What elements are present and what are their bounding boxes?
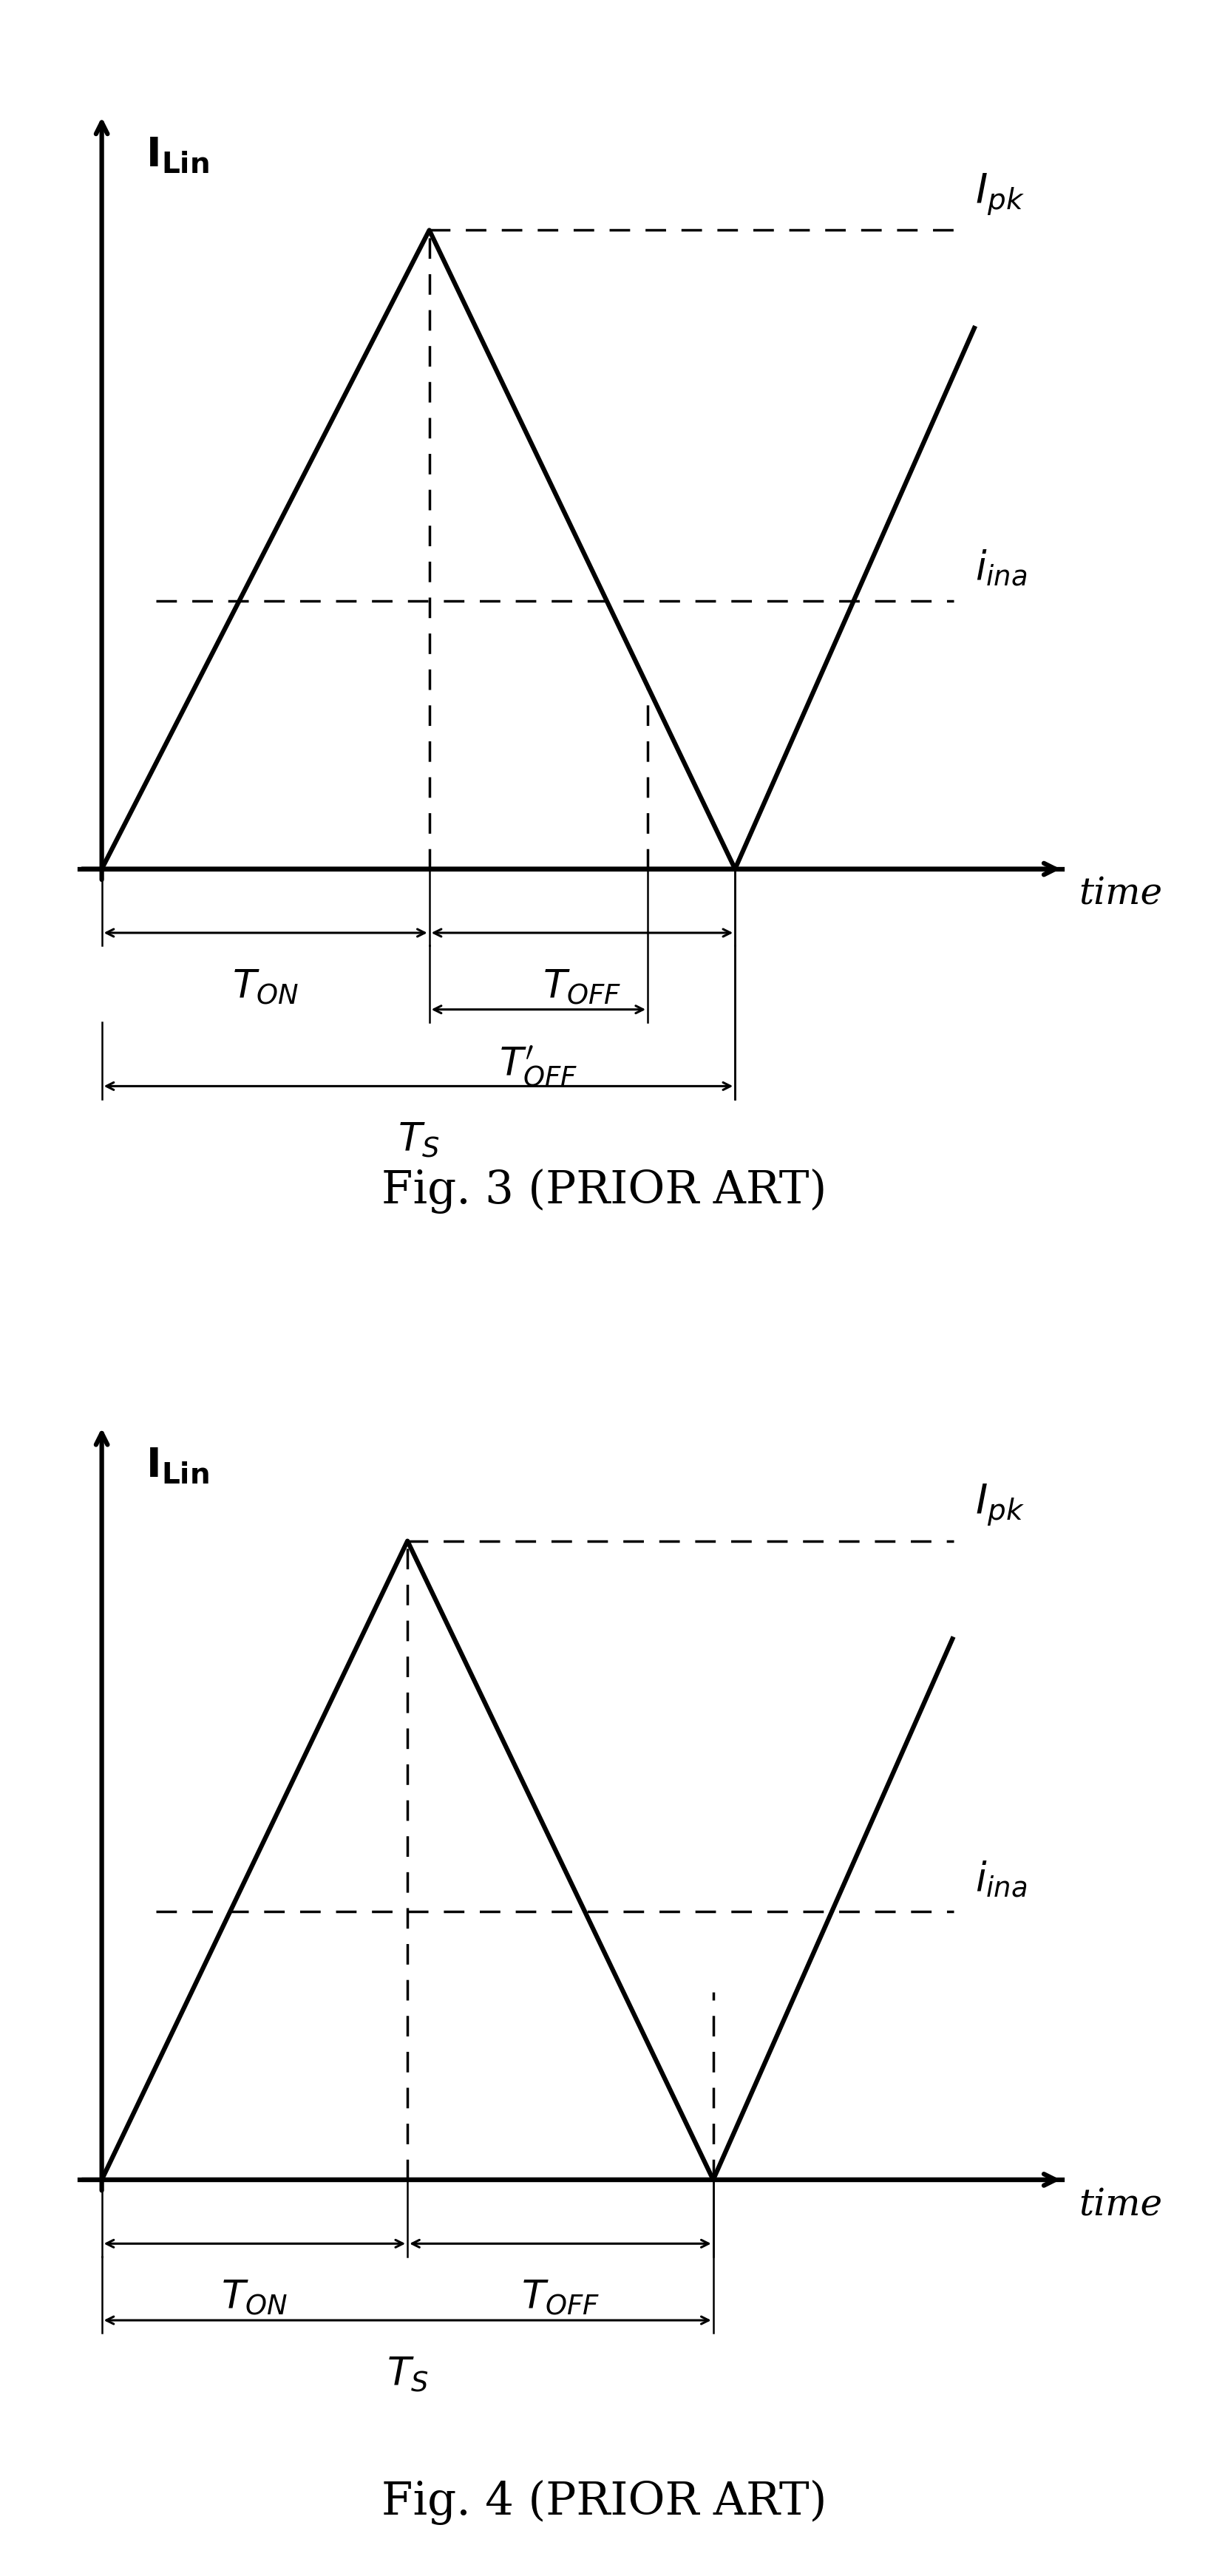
Text: $T_S$: $T_S$ [397,1121,440,1159]
Text: time: time [1079,876,1162,912]
Text: $\mathbf{I_{Lin}}$: $\mathbf{I_{Lin}}$ [145,1445,209,1486]
Text: $T_{OFF}$: $T_{OFF}$ [542,969,621,1007]
Text: $T_S$: $T_S$ [387,2354,429,2393]
Text: $T_{ON}$: $T_{ON}$ [232,969,298,1007]
Text: $\mathbf{I_{Lin}}$: $\mathbf{I_{Lin}}$ [145,134,209,175]
Text: $T_{ON}$: $T_{ON}$ [221,2280,288,2318]
Text: $T_{OFF}'$: $T_{OFF}'$ [499,1046,577,1090]
Text: $I_{pk}$: $I_{pk}$ [975,173,1024,216]
Text: time: time [1079,2187,1162,2223]
Text: $i_{ina}$: $i_{ina}$ [975,1860,1027,1899]
Text: $I_{pk}$: $I_{pk}$ [975,1484,1024,1528]
Text: $i_{ina}$: $i_{ina}$ [975,549,1027,587]
Text: Fig. 3 (PRIOR ART): Fig. 3 (PRIOR ART) [382,1170,826,1213]
Text: Fig. 4 (PRIOR ART): Fig. 4 (PRIOR ART) [382,2481,826,2524]
Text: $T_{OFF}$: $T_{OFF}$ [521,2280,599,2318]
